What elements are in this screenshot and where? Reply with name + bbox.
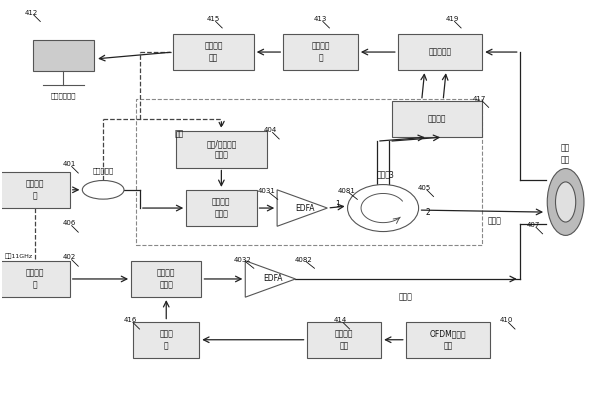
Text: 探测光: 探测光 xyxy=(399,293,413,302)
Text: 第二电光
调制器: 第二电光 调制器 xyxy=(157,268,176,289)
Text: 4081: 4081 xyxy=(338,188,355,194)
Text: 2: 2 xyxy=(426,208,431,217)
Text: 406: 406 xyxy=(63,220,76,226)
Text: EDFA: EDFA xyxy=(264,275,283,284)
Text: 1: 1 xyxy=(336,200,340,208)
FancyBboxPatch shape xyxy=(392,101,482,137)
Text: 419: 419 xyxy=(445,16,459,22)
FancyBboxPatch shape xyxy=(173,34,254,70)
Text: 410: 410 xyxy=(500,317,513,323)
FancyBboxPatch shape xyxy=(131,261,201,297)
Text: 数模转换
模块: 数模转换 模块 xyxy=(334,329,353,350)
Circle shape xyxy=(347,184,419,232)
Text: 第二激光
器: 第二激光 器 xyxy=(25,268,44,289)
Text: 光滤波器: 光滤波器 xyxy=(428,114,446,123)
Text: 环形器: 环形器 xyxy=(376,171,390,180)
Text: 第一电光
调制器: 第一电光 调制器 xyxy=(212,197,230,218)
Text: 同步: 同步 xyxy=(175,130,184,139)
Text: 405: 405 xyxy=(418,185,431,191)
Text: EDFA: EDFA xyxy=(296,204,315,213)
Ellipse shape xyxy=(556,182,576,222)
Text: 414: 414 xyxy=(334,317,347,323)
Text: 模数转换
器: 模数转换 器 xyxy=(311,42,330,62)
Text: 416: 416 xyxy=(124,317,137,323)
Text: 412: 412 xyxy=(25,10,38,16)
Polygon shape xyxy=(245,261,296,297)
Ellipse shape xyxy=(83,180,124,199)
Text: 415: 415 xyxy=(207,16,220,22)
Text: 402: 402 xyxy=(63,255,76,260)
Text: 4031: 4031 xyxy=(257,188,275,194)
Text: 第一激光
器: 第一激光 器 xyxy=(25,180,44,200)
Text: 417: 417 xyxy=(473,95,487,102)
FancyBboxPatch shape xyxy=(0,172,70,208)
Text: 4082: 4082 xyxy=(294,257,312,262)
FancyBboxPatch shape xyxy=(186,190,257,226)
Text: 脉冲/随机序列
发生器: 脉冲/随机序列 发生器 xyxy=(206,139,237,160)
FancyBboxPatch shape xyxy=(406,322,490,358)
Text: 407: 407 xyxy=(527,222,540,228)
FancyBboxPatch shape xyxy=(133,322,200,358)
Bar xyxy=(136,99,482,244)
Polygon shape xyxy=(277,190,327,226)
Text: 401: 401 xyxy=(63,161,76,167)
FancyBboxPatch shape xyxy=(176,131,267,168)
Text: OFDM信号发
生器: OFDM信号发 生器 xyxy=(430,329,466,350)
Text: 4032: 4032 xyxy=(234,257,252,262)
Text: 主控设备显示: 主控设备显示 xyxy=(51,93,76,99)
Text: 单模
光纤: 单模 光纤 xyxy=(561,143,570,164)
Text: 信道估计
模块: 信道估计 模块 xyxy=(204,42,222,62)
FancyBboxPatch shape xyxy=(0,261,70,297)
FancyBboxPatch shape xyxy=(33,40,94,71)
Text: 第一耦合器: 第一耦合器 xyxy=(92,167,114,174)
Text: 3: 3 xyxy=(388,171,393,180)
Text: 泵浦光: 泵浦光 xyxy=(487,217,501,226)
FancyBboxPatch shape xyxy=(283,34,358,70)
Text: 413: 413 xyxy=(314,16,327,22)
FancyBboxPatch shape xyxy=(307,322,381,358)
Text: 相干接收机: 相干接收机 xyxy=(429,48,452,57)
Text: 404: 404 xyxy=(264,127,277,133)
Ellipse shape xyxy=(547,169,584,235)
Text: 频差11GHz: 频差11GHz xyxy=(5,253,33,259)
FancyBboxPatch shape xyxy=(398,34,482,70)
Text: 驱动模
块: 驱动模 块 xyxy=(160,329,173,350)
